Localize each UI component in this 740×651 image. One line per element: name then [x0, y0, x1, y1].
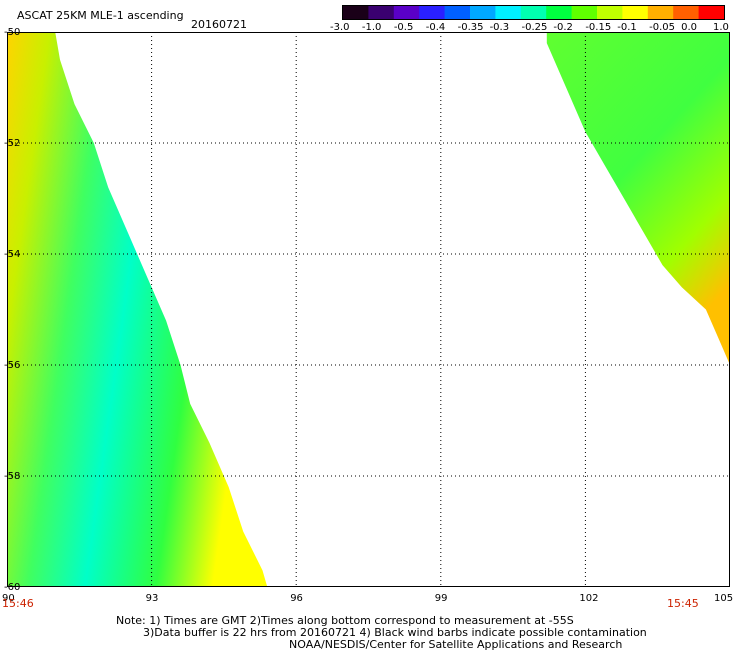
- colorbar-label: -0.3: [489, 22, 510, 33]
- colorbar-segment: [393, 6, 420, 19]
- lat-tick-label: -50: [4, 27, 21, 38]
- colorbar-label: -0.15: [585, 22, 612, 33]
- colorbar-label: -0.1: [617, 22, 637, 33]
- colorbar-segment: [495, 6, 522, 19]
- colorbar-segment: [520, 6, 547, 19]
- lat-tick-label: -60: [4, 582, 21, 593]
- note-line-2: 3)Data buffer is 22 hrs from 20160721 4)…: [143, 626, 647, 639]
- colorbar-label: -0.4: [425, 22, 446, 33]
- note-line-1: Note: 1) Times are GMT 2)Times along bot…: [116, 614, 574, 627]
- colorbar-label: 1.0: [713, 22, 729, 33]
- colorbar-label: -0.35: [457, 22, 484, 33]
- lat-tick-label: -54: [4, 249, 21, 260]
- swath-region: [7, 32, 268, 587]
- colorbar-label: -0.2: [553, 22, 573, 33]
- colorbar-label: -1.0: [361, 22, 382, 33]
- colorbar-label: -0.05: [649, 22, 676, 33]
- colorbar-label: 0.0: [681, 22, 697, 33]
- time-left: 15:46: [2, 597, 34, 610]
- lat-tick-label: -56: [4, 360, 21, 371]
- colorbar-label: -0.5: [393, 22, 414, 33]
- colorbar-segment: [419, 6, 446, 19]
- colorbar-segment: [597, 6, 623, 19]
- colorbar-segment: [444, 6, 471, 19]
- lon-tick-label: 96: [290, 593, 303, 604]
- colorbar-segment: [647, 6, 674, 19]
- colorbar: [342, 5, 725, 20]
- lon-tick-label: 105: [714, 593, 734, 604]
- colorbar-label: -0.25: [521, 22, 548, 33]
- time-right: 15:45: [667, 597, 699, 610]
- colorbar-segment: [368, 6, 395, 19]
- swath-region: [546, 32, 730, 365]
- colorbar-segment: [673, 6, 700, 19]
- lat-tick-label: -58: [4, 471, 21, 482]
- colorbar-segment: [343, 6, 369, 19]
- colorbar-label: -3.0: [330, 22, 350, 33]
- colorbar-segment: [546, 6, 573, 19]
- lon-tick-label: 99: [434, 593, 448, 604]
- product-title: ASCAT 25KM MLE-1 ascending: [17, 9, 184, 22]
- lon-tick-label: 102: [579, 593, 599, 604]
- colorbar-segment: [698, 6, 724, 19]
- lat-tick-label: -52: [4, 138, 21, 149]
- colorbar-segment: [470, 6, 496, 19]
- colorbar-segment: [622, 6, 649, 19]
- lon-tick-label: 90: [2, 593, 15, 604]
- lon-tick-label: 93: [145, 593, 159, 604]
- product-date: 20160721: [191, 18, 247, 31]
- map-plot[interactable]: [7, 32, 730, 587]
- note-line-3: NOAA/NESDIS/Center for Satellite Applica…: [289, 638, 623, 651]
- colorbar-segment: [571, 6, 598, 19]
